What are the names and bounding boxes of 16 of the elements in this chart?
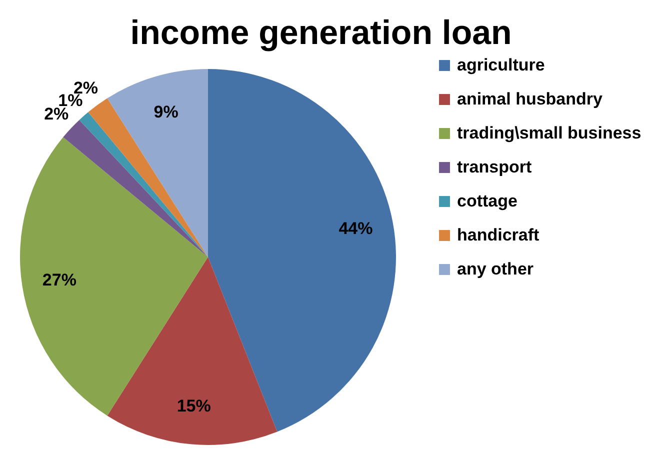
legend-label: transport	[457, 158, 532, 176]
legend-label: any other	[457, 260, 534, 278]
legend-label: handicraft	[457, 226, 540, 244]
data-label: 2%	[44, 104, 69, 124]
data-label: 15%	[176, 396, 211, 416]
legend-label: animal husbandry	[457, 90, 604, 108]
legend-label: cottage	[457, 192, 518, 210]
data-label: 44%	[338, 218, 373, 238]
data-label: 9%	[154, 102, 178, 122]
pie-slice	[63, 120, 208, 257]
legend-label: agriculture	[457, 56, 545, 74]
data-label: 27%	[42, 270, 76, 290]
chart-title: income generation loan	[130, 14, 512, 52]
pie-slice	[107, 257, 278, 445]
legend-label: trading\small business	[457, 124, 642, 142]
pie-slice	[107, 69, 208, 257]
